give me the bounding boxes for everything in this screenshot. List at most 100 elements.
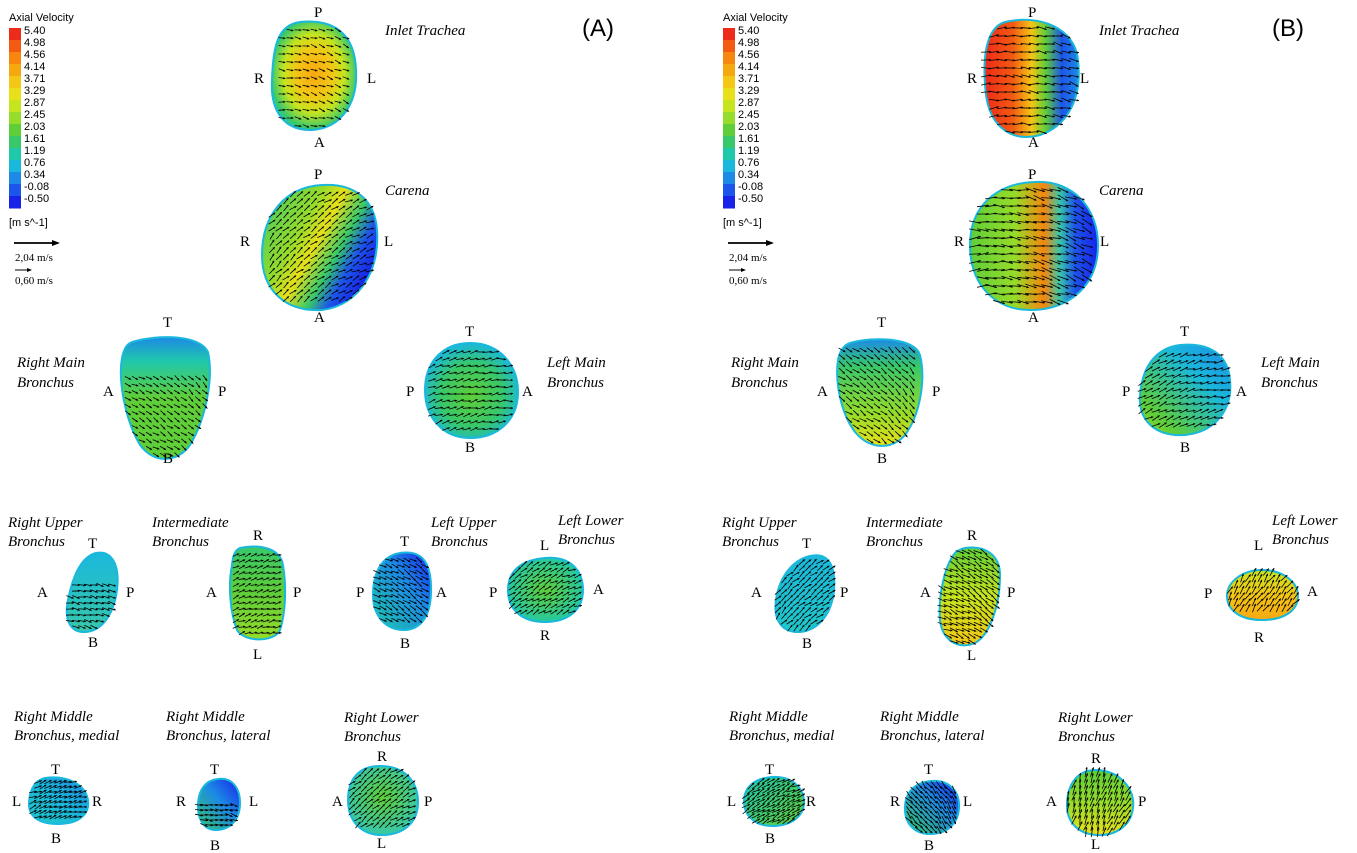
velocity-vectors	[905, 780, 957, 835]
velocity-vector-head	[71, 596, 74, 599]
velocity-vector-head	[856, 427, 860, 430]
velocity-vector-head	[1034, 253, 1037, 256]
velocity-vector-head	[461, 385, 464, 388]
velocity-vector-head	[531, 580, 534, 583]
velocity-vector-head	[961, 636, 964, 639]
velocity-vector-head	[510, 378, 513, 382]
velocity-vector-head	[307, 28, 310, 32]
velocity-vector-head	[163, 398, 167, 401]
velocity-vector-head	[279, 565, 282, 569]
velocity-vector-head	[985, 557, 989, 560]
legend-swatch	[723, 88, 735, 101]
velocity-vector-head	[510, 364, 513, 367]
velocity-vector-head	[1066, 302, 1069, 305]
label-left: R	[954, 234, 964, 250]
velocity-vector-head	[204, 378, 208, 381]
velocity-vector-head	[349, 247, 352, 250]
velocity-vector-head	[454, 378, 457, 381]
velocity-vector-head	[820, 608, 824, 611]
velocity-vector-head	[461, 392, 464, 396]
velocity-vector-head	[156, 377, 160, 380]
velocity-vector-head	[1157, 359, 1160, 362]
velocity-vector-head	[191, 412, 194, 415]
cross-section-shape	[65, 551, 119, 634]
velocity-vector-head	[454, 420, 457, 423]
velocity-vector-head	[49, 790, 52, 793]
velocity-vector-head	[1026, 293, 1029, 296]
velocity-vector-head	[39, 780, 42, 783]
velocity-vector-head	[64, 810, 67, 813]
legend-tick-label: 4.98	[24, 37, 45, 49]
velocity-vector-head	[335, 198, 338, 201]
velocity-vector-head	[554, 603, 558, 607]
velocity-vector-head	[338, 85, 342, 88]
velocity-vector-head	[898, 434, 901, 437]
section-left-main-bronchus: T P A B Left Main Bronchus	[406, 324, 606, 456]
velocity-vector-head	[991, 606, 994, 609]
velocity-vector-head	[1018, 261, 1021, 264]
velocity-vector-head	[408, 601, 411, 604]
velocity-vector-head	[934, 791, 937, 794]
velocity-vector-head	[482, 371, 485, 375]
velocity-vector-head	[792, 803, 795, 806]
velocity-vector-head	[578, 591, 582, 595]
velocity-vector-head	[266, 595, 270, 598]
velocity-vector-head	[328, 226, 332, 229]
velocity-vector-head	[519, 610, 522, 613]
velocity-vector-head	[371, 262, 374, 265]
velocity-vector-head	[242, 607, 246, 610]
velocity-vector-head	[1026, 196, 1029, 199]
velocity-vector-head	[864, 426, 867, 429]
velocity-vector-head	[979, 623, 983, 626]
velocity-vector-head	[524, 591, 528, 594]
cross-section-shape	[423, 341, 520, 440]
velocity-vector-head	[170, 454, 174, 457]
velocity-vector-head	[364, 786, 367, 789]
velocity-vector-head	[797, 578, 800, 581]
velocity-vector-head	[746, 808, 750, 811]
velocity-vector-head	[1079, 797, 1082, 800]
velocity-vector-head	[905, 378, 909, 381]
velocity-vector-head	[1057, 286, 1061, 289]
velocity-vector-head	[79, 790, 82, 793]
velocity-vector-head	[1178, 353, 1182, 356]
velocity-vector-head	[1142, 408, 1146, 411]
velocity-vector-head	[286, 260, 289, 264]
velocity-vector-head	[777, 788, 781, 792]
velocity-vector-head	[787, 793, 790, 796]
velocity-vector-head	[272, 577, 276, 580]
velocity-vector-head	[560, 591, 564, 595]
velocity-vector-head	[948, 806, 951, 810]
velocity-vector-head	[286, 240, 290, 243]
velocity-vector-head	[849, 391, 853, 395]
velocity-vector-head	[283, 108, 286, 112]
legend-swatch	[723, 40, 735, 53]
velocity-vector-head	[298, 37, 302, 40]
velocity-vector-head	[1229, 591, 1232, 595]
velocity-vector-head	[579, 586, 582, 589]
velocity-vector-head	[489, 357, 492, 360]
velocity-vector-head	[994, 245, 997, 248]
velocity-vector-head	[1010, 261, 1013, 264]
velocity-vector-head	[74, 795, 77, 798]
velocity-vector-head	[1213, 423, 1217, 426]
label-right: R	[92, 794, 102, 810]
velocity-vector-head	[363, 233, 367, 237]
velocity-vector-head	[1044, 75, 1047, 78]
velocity-vector-head	[920, 830, 923, 833]
velocity-vector-head	[973, 552, 976, 555]
velocity-vector-head	[370, 768, 373, 771]
velocity-vector-head	[1172, 402, 1175, 405]
velocity-vector-head	[849, 357, 853, 360]
velocity-vector-head	[1207, 423, 1210, 426]
velocity-vector-head	[1185, 408, 1189, 412]
velocity-vector-head	[350, 234, 353, 237]
legend-swatch	[9, 76, 21, 89]
velocity-vector-head	[1058, 189, 1061, 192]
velocity-vector-head	[184, 377, 187, 381]
velocity-vector-head	[1091, 791, 1095, 794]
vector-scale-small-label: 0,60 m/s	[15, 275, 53, 287]
velocity-vector-head	[475, 385, 478, 388]
velocity-vector-head	[44, 815, 47, 818]
velocity-vector-head	[573, 574, 576, 577]
